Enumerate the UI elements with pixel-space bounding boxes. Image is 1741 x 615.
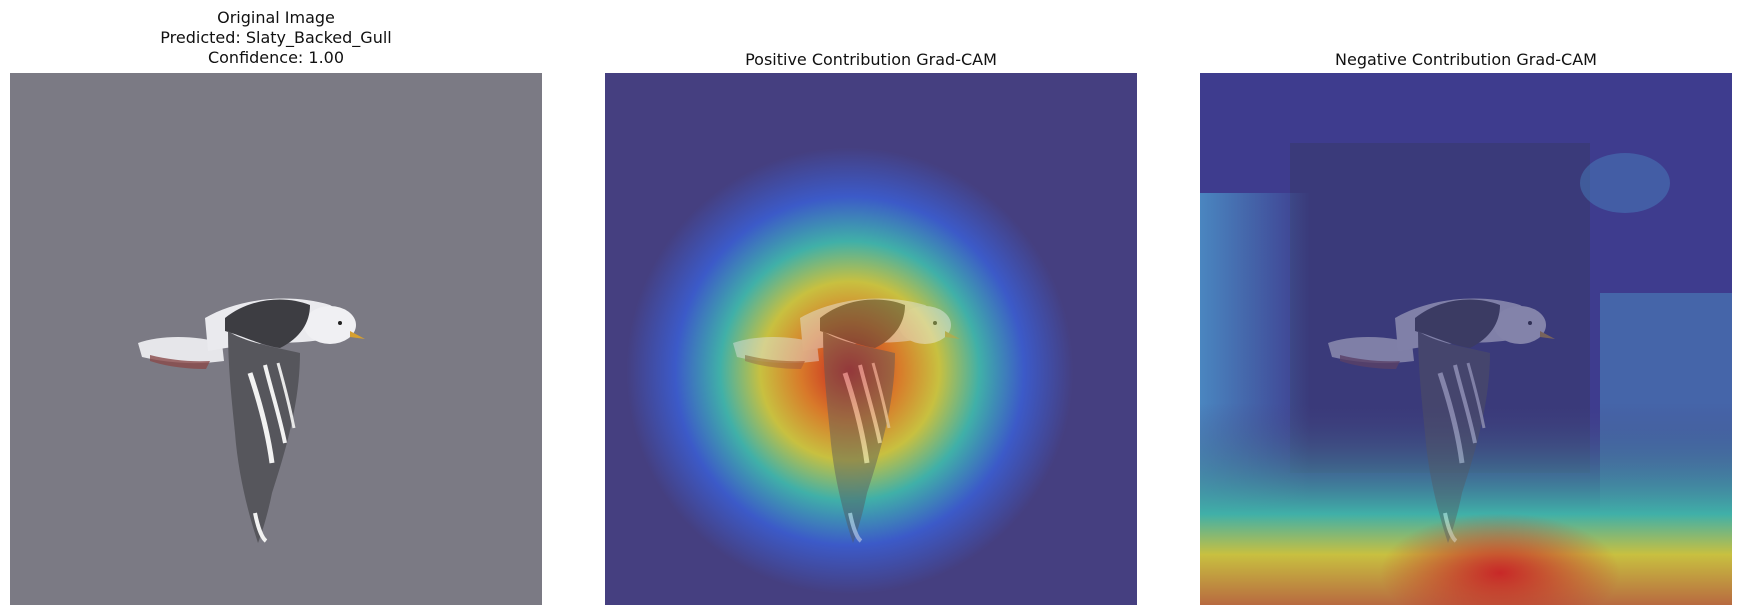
panel-original: Original Image Predicted: Slaty_Backed_G… <box>10 0 542 615</box>
panel-positive-gradcam: Positive Contribution Grad-CAM <box>605 0 1137 615</box>
panel-negative-gradcam: Negative Contribution Grad-CAM <box>1200 0 1732 615</box>
title-line-negative: Negative Contribution Grad-CAM <box>1335 50 1597 69</box>
panel-title-original: Original Image Predicted: Slaty_Backed_G… <box>10 8 542 68</box>
title-line-predicted: Predicted: Slaty_Backed_Gull <box>160 28 392 47</box>
positive-gradcam-image <box>605 73 1137 605</box>
title-line-positive: Positive Contribution Grad-CAM <box>745 50 997 69</box>
original-image <box>10 73 542 605</box>
title-line-original-image: Original Image <box>217 8 335 27</box>
panel-title-positive: Positive Contribution Grad-CAM <box>605 50 1137 70</box>
title-line-confidence: Confidence: 1.00 <box>207 48 345 67</box>
negative-gradcam-image <box>1200 73 1732 605</box>
panel-title-negative: Negative Contribution Grad-CAM <box>1200 50 1732 70</box>
